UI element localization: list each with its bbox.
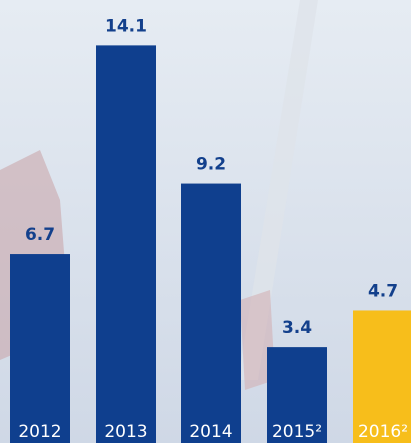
category-label: 2015² xyxy=(272,422,322,442)
crane-boom xyxy=(238,0,318,380)
bar xyxy=(353,310,411,443)
bar xyxy=(181,183,241,443)
category-label: 2014 xyxy=(189,422,232,442)
category-label: 2012 xyxy=(18,422,61,442)
category-label: 2013 xyxy=(104,422,147,442)
bar xyxy=(10,254,70,443)
bar xyxy=(267,347,327,443)
bar xyxy=(96,45,156,443)
value-label: 9.2 xyxy=(196,155,226,175)
crane-part xyxy=(240,290,275,390)
value-label: 4.7 xyxy=(368,281,398,301)
category-label: 2016² xyxy=(358,422,408,442)
value-label: 3.4 xyxy=(282,318,312,338)
value-label: 14.1 xyxy=(105,16,147,36)
value-label: 6.7 xyxy=(25,225,55,245)
